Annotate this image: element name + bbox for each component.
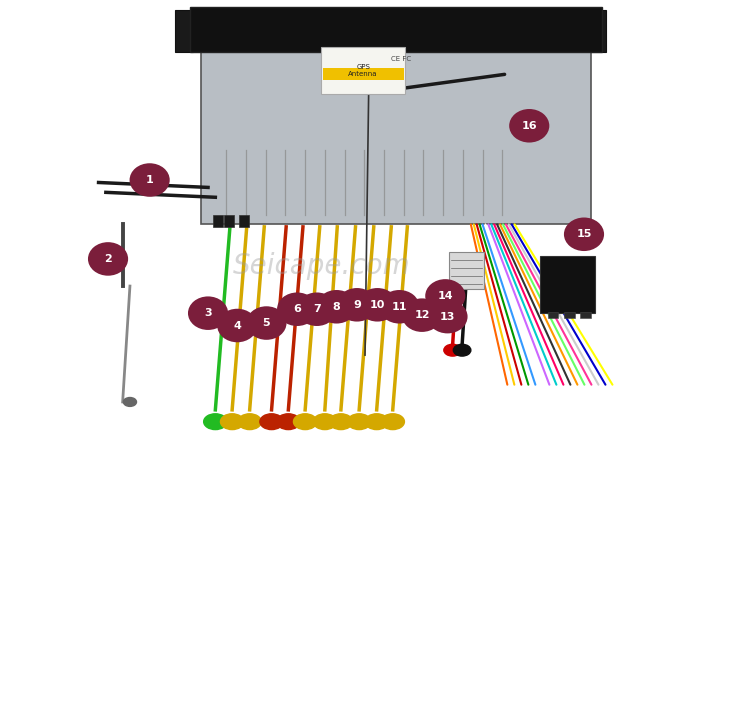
Text: 11: 11 <box>391 302 407 312</box>
FancyBboxPatch shape <box>323 68 404 80</box>
Text: 5.  FR OUT: 5. FR OUT <box>208 529 319 548</box>
Ellipse shape <box>277 292 317 326</box>
Text: 5: 5 <box>263 318 270 328</box>
Circle shape <box>313 414 337 430</box>
Text: 13.  AUX L IN: 13. AUX L IN <box>551 529 688 548</box>
Text: 4: 4 <box>234 320 241 330</box>
FancyBboxPatch shape <box>564 312 575 318</box>
Text: 3: 3 <box>204 308 212 318</box>
Circle shape <box>260 414 283 430</box>
Ellipse shape <box>247 306 286 340</box>
Text: 7: 7 <box>313 305 320 314</box>
Text: GPS
Antenna: GPS Antenna <box>348 64 378 77</box>
FancyBboxPatch shape <box>239 215 249 227</box>
Text: 8.  AV OUT1: 8. AV OUT1 <box>208 675 332 694</box>
Text: 10: 10 <box>369 300 385 310</box>
Circle shape <box>220 414 244 430</box>
Ellipse shape <box>130 163 169 197</box>
Text: CE FC: CE FC <box>391 56 412 62</box>
Circle shape <box>347 414 371 430</box>
Circle shape <box>444 344 461 356</box>
Ellipse shape <box>337 288 377 322</box>
Text: 14.  AUX R IN: 14. AUX R IN <box>551 578 691 597</box>
Ellipse shape <box>188 297 228 330</box>
Ellipse shape <box>564 217 604 251</box>
Text: 11.  RR OUT: 11. RR OUT <box>391 626 516 646</box>
Ellipse shape <box>88 242 128 276</box>
Text: 9: 9 <box>353 300 361 310</box>
Ellipse shape <box>380 290 419 323</box>
Text: 1: 1 <box>146 175 153 185</box>
FancyBboxPatch shape <box>449 251 484 289</box>
Circle shape <box>365 414 388 430</box>
Ellipse shape <box>428 300 468 333</box>
Circle shape <box>381 414 404 430</box>
FancyBboxPatch shape <box>175 10 193 52</box>
Ellipse shape <box>218 309 258 342</box>
Text: 15: 15 <box>576 229 592 239</box>
Text: 13: 13 <box>439 312 456 322</box>
FancyBboxPatch shape <box>548 312 558 318</box>
Text: 2.  Radio Cable: 2. Radio Cable <box>36 578 195 597</box>
Ellipse shape <box>425 279 466 312</box>
Circle shape <box>329 414 353 430</box>
FancyBboxPatch shape <box>224 215 234 227</box>
Text: 4.  CAMERA: 4. CAMERA <box>36 675 158 694</box>
Text: 16: 16 <box>521 121 537 131</box>
Ellipse shape <box>358 288 397 322</box>
Text: 15.  POWER Cable: 15. POWER Cable <box>551 626 730 646</box>
Circle shape <box>238 414 261 430</box>
FancyBboxPatch shape <box>540 256 595 313</box>
FancyBboxPatch shape <box>588 10 606 52</box>
Text: 7.  AV OUT: 7. AV OUT <box>208 626 319 646</box>
Text: 12.  RL OUT: 12. RL OUT <box>391 675 513 694</box>
Text: 9.  LLD AVLN: 9. LLD AVLN <box>391 529 526 548</box>
FancyBboxPatch shape <box>321 47 405 94</box>
Text: 14: 14 <box>437 291 453 301</box>
FancyBboxPatch shape <box>580 312 591 318</box>
Ellipse shape <box>402 298 442 332</box>
Circle shape <box>123 397 137 406</box>
Ellipse shape <box>296 292 337 326</box>
Circle shape <box>453 344 471 356</box>
Text: 8: 8 <box>333 302 340 312</box>
Ellipse shape <box>510 109 550 143</box>
Text: 2: 2 <box>104 254 112 264</box>
Text: 10.  VIDEO IN: 10. VIDEO IN <box>391 578 531 597</box>
Text: 16.  GPS ANT: 16. GPS ANT <box>551 675 689 694</box>
Circle shape <box>293 414 317 430</box>
Circle shape <box>277 414 300 430</box>
Text: 12: 12 <box>414 310 430 320</box>
Ellipse shape <box>317 290 357 323</box>
FancyBboxPatch shape <box>190 7 602 52</box>
Text: 6: 6 <box>293 305 301 314</box>
Text: 3.  SUBWOOFER: 3. SUBWOOFER <box>36 626 204 646</box>
Text: 1.  IPOD Cable: 1. IPOD Cable <box>36 529 188 548</box>
FancyBboxPatch shape <box>213 215 223 227</box>
FancyBboxPatch shape <box>201 47 591 225</box>
Circle shape <box>204 414 227 430</box>
Text: Seicape.com: Seicape.com <box>232 252 410 280</box>
Text: 6.  FL OUT: 6. FL OUT <box>208 578 316 597</box>
